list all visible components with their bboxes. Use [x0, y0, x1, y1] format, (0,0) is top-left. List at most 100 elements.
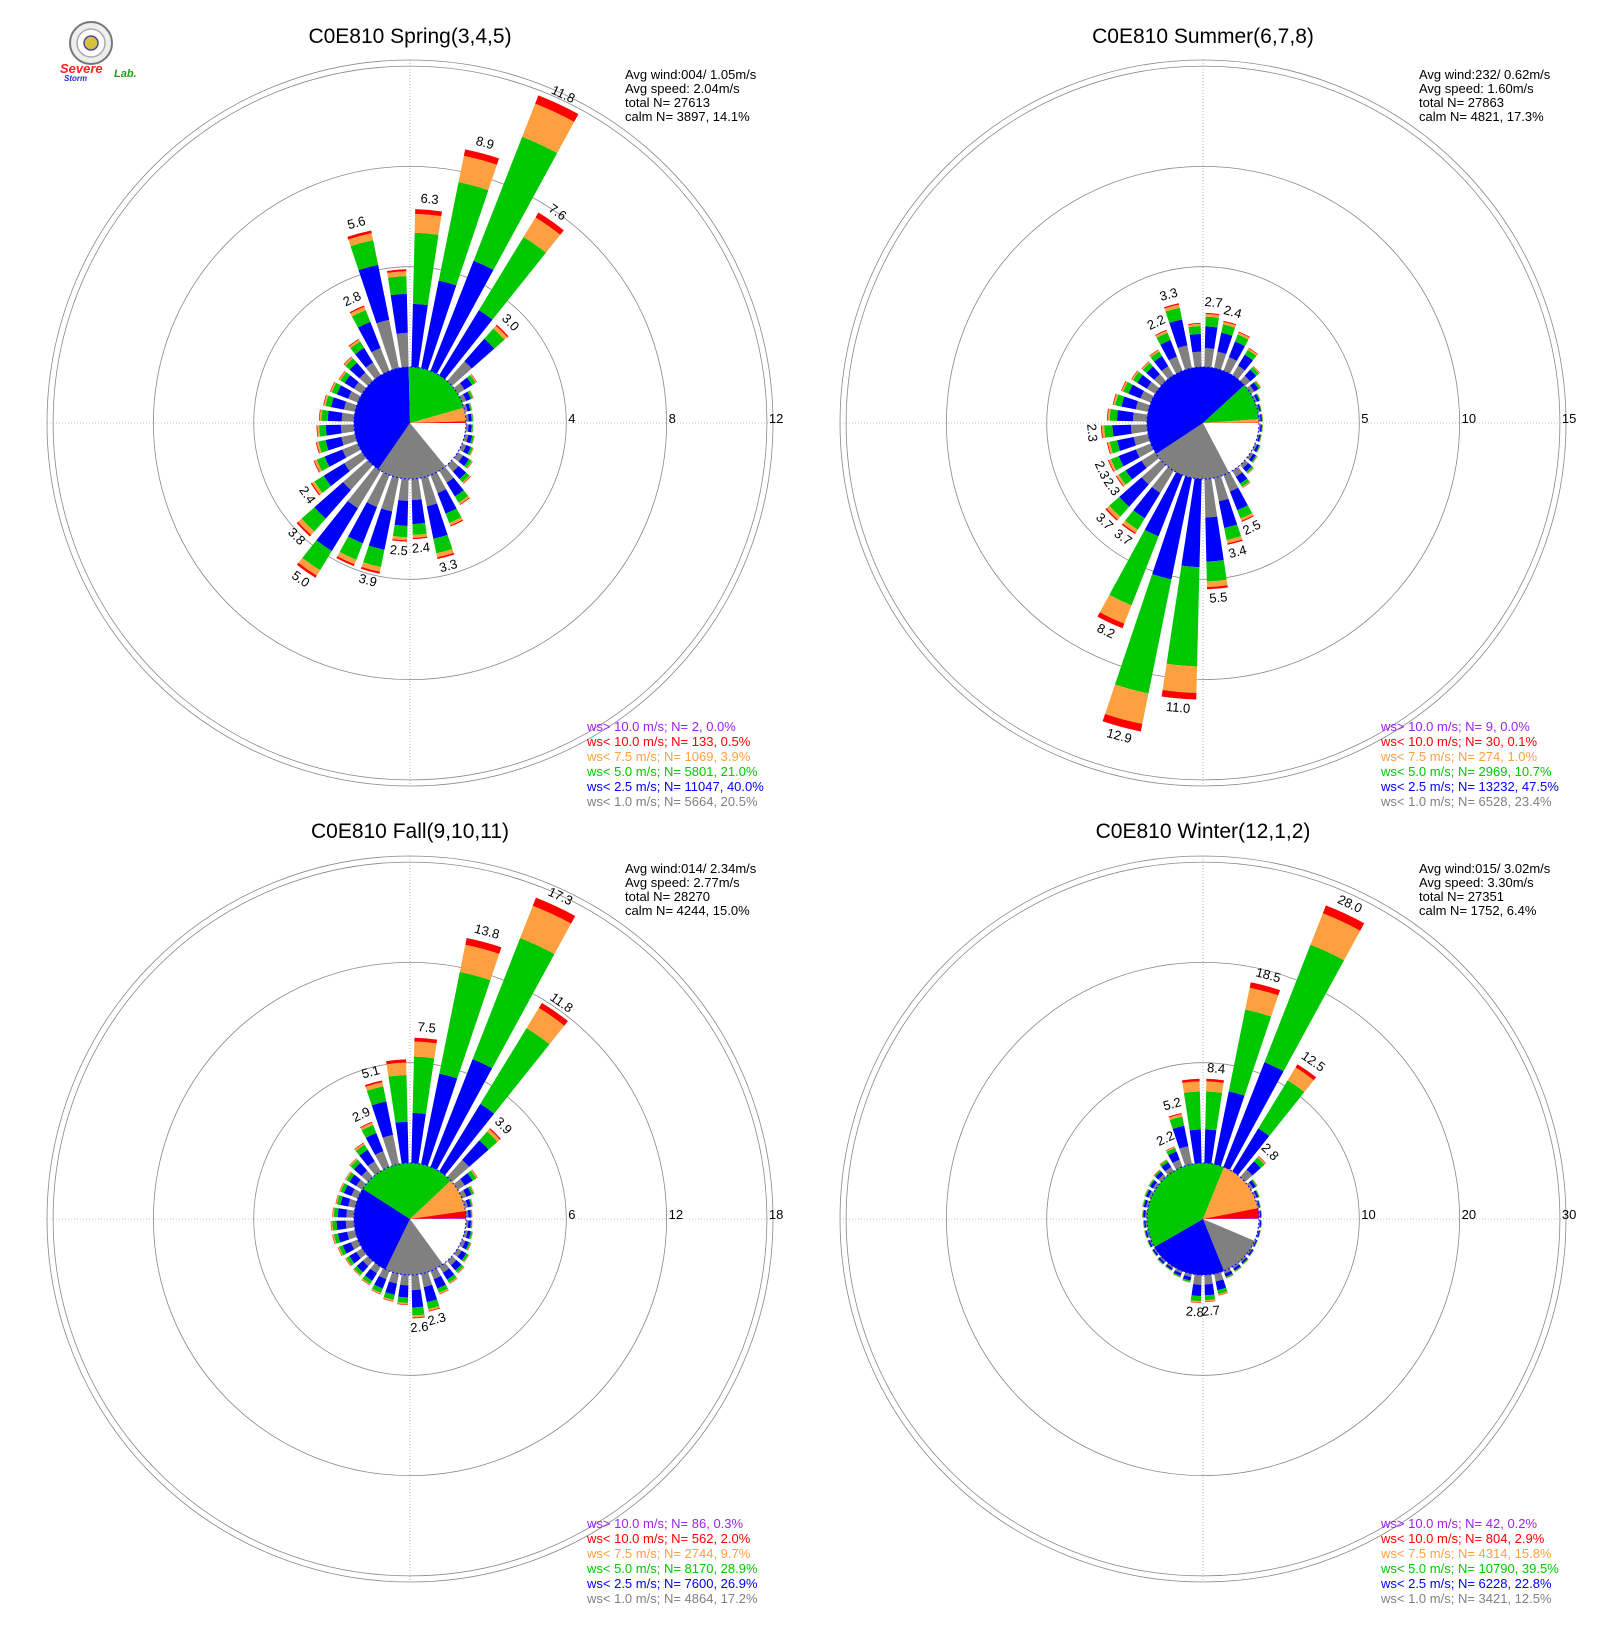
wind-bar-segment	[311, 481, 323, 495]
wind-bar-segment	[445, 508, 462, 523]
wind-bar	[1164, 1262, 1174, 1272]
wind-bar-segment	[1206, 579, 1228, 588]
wind-bar-segment	[1123, 381, 1133, 394]
wind-bar-segment	[1165, 1167, 1174, 1176]
wind-bar-segment	[1177, 345, 1192, 370]
bar-value-label: 18.5	[1254, 964, 1282, 985]
wind-bar-segment	[1143, 1220, 1144, 1228]
wind-bar-segment	[421, 1073, 458, 1166]
wind-bar	[453, 452, 473, 469]
wind-bar-segment	[353, 382, 367, 394]
pie-slice-lt50	[362, 1163, 451, 1219]
wind-bar-segment	[337, 1208, 348, 1218]
wind-bar-segment	[1143, 1199, 1148, 1208]
wind-bar	[459, 1185, 475, 1199]
wind-bar-segment	[411, 1112, 426, 1164]
pie-slice-lt50	[1147, 1163, 1224, 1248]
panel-title: C0E810 Spring(3,4,5)	[308, 25, 511, 48]
wind-bar-segment	[1168, 356, 1183, 374]
wind-bar-segment	[1257, 393, 1261, 401]
wind-bar-segment	[336, 1220, 347, 1230]
wind-bar	[1131, 370, 1160, 394]
bar-value-label: 5.2	[1161, 1094, 1182, 1113]
wind-bar-segment	[1237, 505, 1253, 519]
wind-bar-segment	[1287, 1067, 1314, 1092]
wind-bar-segment	[412, 533, 428, 538]
wind-bar	[1141, 361, 1166, 386]
wind-bar	[1252, 393, 1261, 403]
wind-bar-segment	[1102, 713, 1143, 732]
pie-slice-lt75	[410, 1180, 466, 1219]
wind-bar-segment	[1259, 1220, 1262, 1228]
wind-bar-segment	[1159, 1159, 1168, 1166]
wind-bar-segment	[1252, 443, 1258, 451]
wind-bar	[1157, 1256, 1166, 1265]
wind-bar-segment	[365, 362, 381, 380]
stat-avg-wind: Avg wind:015/ 3.02m/s	[1419, 861, 1551, 876]
wind-bar-segment	[1144, 1188, 1148, 1197]
wind-bar-segment	[493, 325, 508, 340]
wind-bar-segment	[341, 434, 357, 446]
pie-slice-calm	[1203, 423, 1259, 473]
wind-bar-segment	[1137, 374, 1152, 389]
wind-bar-segment	[1240, 1169, 1253, 1182]
wind-bar-segment	[1150, 1180, 1158, 1189]
wind-bar-segment	[484, 328, 505, 349]
wind-bar-segment	[355, 347, 374, 368]
wind-bar-segment	[412, 522, 427, 535]
wind-bar-segment	[388, 1272, 399, 1284]
stat-avg-wind: Avg wind:232/ 0.62m/s	[1419, 67, 1551, 82]
legend-entry: ws< 2.5 m/s; N= 7600, 26.9%	[586, 1576, 758, 1591]
wind-bar-segment	[1232, 466, 1243, 477]
wind-bar	[1142, 1209, 1148, 1218]
wind-bar-segment	[1182, 1081, 1200, 1093]
wind-bar-segment	[1107, 408, 1111, 421]
wind-bar-segment	[463, 404, 468, 412]
wind-bar-segment	[1254, 1240, 1258, 1248]
wind-bar-segment	[319, 409, 323, 421]
wind-bar-segment	[1248, 347, 1258, 355]
wind-bar-segment	[1190, 1300, 1201, 1303]
wind-bar	[1252, 1189, 1260, 1199]
wind-bar-segment	[1144, 1189, 1150, 1197]
wind-bar-segment	[349, 1158, 357, 1166]
wind-bar-segment	[1142, 1209, 1143, 1218]
wind-bar-segment	[1116, 474, 1126, 487]
wind-bar-segment	[1255, 380, 1261, 388]
wind-bar-segment	[1251, 455, 1258, 463]
ring-tick-label: 20	[1462, 1207, 1476, 1222]
wind-bar-segment	[356, 1260, 369, 1273]
wind-bar-segment	[1259, 1210, 1262, 1218]
wind-bar-segment	[1227, 539, 1243, 545]
wind-bar-segment	[375, 1151, 390, 1170]
wind-bar-segment	[470, 435, 475, 444]
wind-bar-segment	[421, 280, 457, 370]
wind-bar-segment	[1214, 1091, 1245, 1166]
wind-bar-segment	[361, 1279, 370, 1286]
wind-bar-segment	[1154, 374, 1166, 386]
wind-bar-segment	[1246, 452, 1254, 460]
wind-bar-segment	[426, 503, 448, 539]
wind-bar	[1223, 331, 1250, 374]
wind-bar-segment	[1190, 1301, 1201, 1304]
wind-bar-segment	[372, 1284, 383, 1293]
wind-bar	[315, 434, 357, 454]
wind-bar	[316, 424, 355, 437]
wind-bar-segment	[1257, 445, 1261, 453]
wind-bar-segment	[1232, 365, 1245, 380]
wind-bar-segment	[1172, 1159, 1183, 1170]
wind-bar-segment	[1147, 1240, 1151, 1248]
wind-bar-segment	[464, 459, 472, 469]
wind-bar	[1153, 1169, 1166, 1182]
wind-bar-segment	[331, 397, 347, 410]
legend-entry: ws> 10.0 m/s; N= 9, 0.0%	[1380, 719, 1530, 734]
wind-bar	[421, 1272, 441, 1312]
bar-value-label: 3.3	[1158, 285, 1179, 304]
wind-bar-segment	[1145, 1210, 1148, 1218]
pie-slice-lt25	[354, 1188, 410, 1270]
wind-bar	[313, 443, 361, 473]
wind-bar	[352, 1256, 373, 1277]
wind-bar-segment	[467, 424, 472, 433]
wind-bar-segment	[385, 1281, 397, 1295]
